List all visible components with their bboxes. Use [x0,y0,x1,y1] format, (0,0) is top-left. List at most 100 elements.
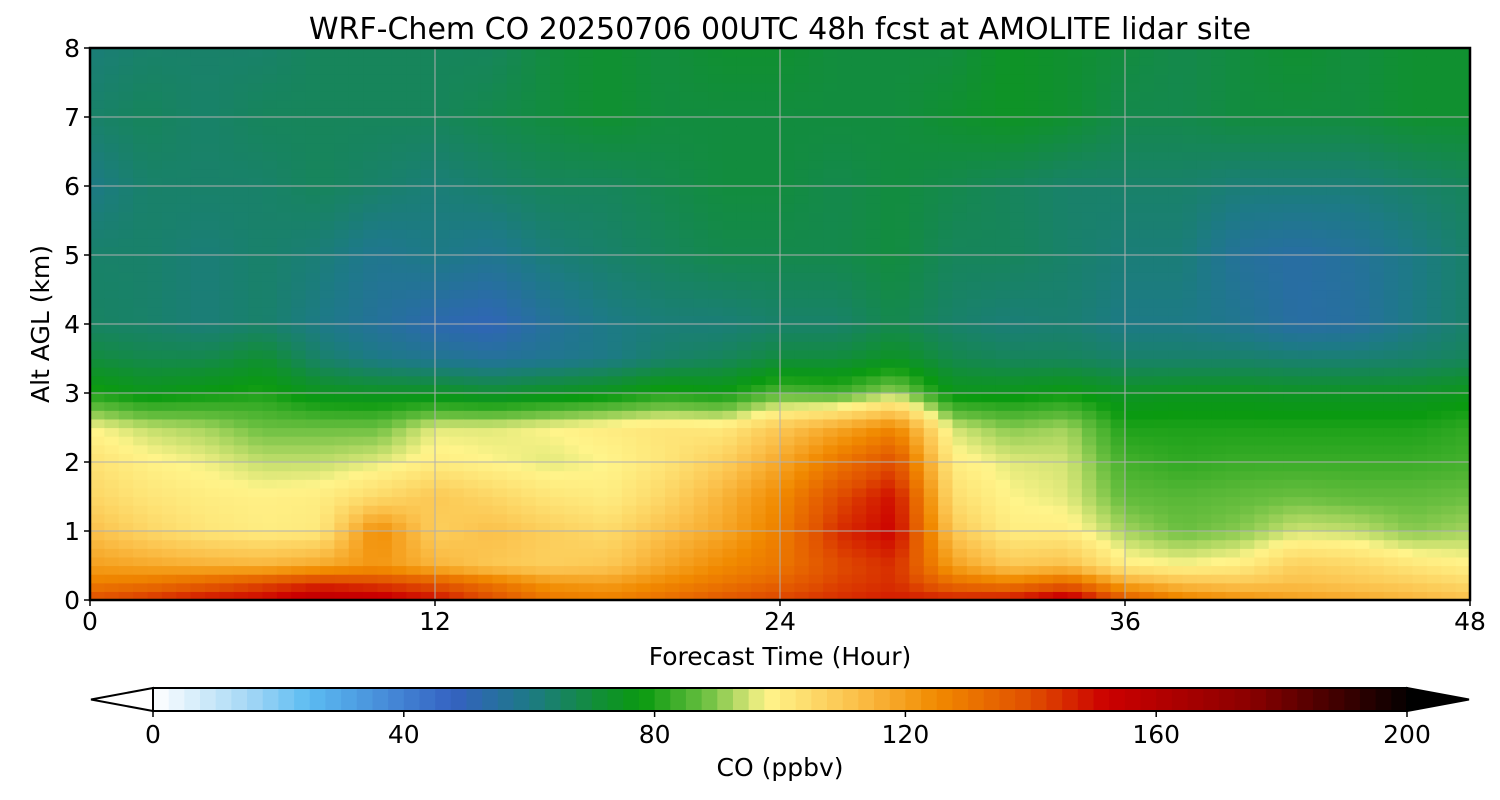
heatmap-cell [923,82,939,92]
heatmap-cell [463,289,479,299]
heatmap-cell [233,565,249,575]
heatmap-cell [794,324,810,334]
heatmap-cell [952,142,968,153]
heatmap-cell [693,539,709,549]
heatmap-cell [995,375,1011,385]
heatmap-cell [1067,496,1083,506]
heatmap-cell [478,73,494,84]
heatmap-cell [593,358,609,368]
heatmap-cell [981,505,997,515]
heatmap-cell [363,65,379,75]
heatmap-cell [1096,332,1112,342]
heatmap-cell [794,220,810,230]
heatmap-cell [1168,539,1184,549]
heatmap-cell [895,134,910,144]
heatmap-cell [550,367,565,377]
heatmap-cell [1038,367,1054,377]
heatmap-cell [808,591,824,601]
heatmap-cell [219,539,235,549]
heatmap-cell [118,393,134,403]
heatmap-cell [909,410,925,420]
heatmap-cell [262,462,278,472]
heatmap-cell [205,56,220,66]
heatmap-cell [708,160,724,170]
heatmap-cell [1024,168,1040,178]
heatmap-cell [679,134,695,144]
heatmap-cell [391,298,407,308]
heatmap-cell [1153,306,1169,316]
heatmap-cell [291,479,307,489]
heatmap-cell [578,73,594,84]
heatmap-cell [147,177,163,187]
heatmap-cell [650,436,666,446]
heatmap-cell [621,591,637,601]
heatmap-cell [938,453,954,463]
heatmap-cell [665,194,680,204]
heatmap-cell [1153,99,1169,109]
heatmap-cell [535,91,551,101]
heatmap-cell [248,470,264,480]
heatmap-cell [923,298,939,308]
heatmap-cell [463,418,479,429]
heatmap-cell [449,470,465,480]
heatmap-cell [578,444,594,454]
heatmap-cell [205,496,220,506]
heatmap-cell [334,117,350,127]
heatmap-cell [305,332,321,342]
heatmap-cell [161,565,177,575]
heatmap-cell [708,565,724,575]
heatmap-cell [866,194,882,204]
heatmap-cell [780,436,795,446]
heatmap-cell [391,108,407,118]
heatmap-cell [679,229,695,239]
heatmap-cell [765,91,781,101]
heatmap-cell [650,255,666,265]
heatmap-cell [1139,211,1155,222]
heatmap-cell [593,487,609,498]
heatmap-cell [1053,255,1069,265]
heatmap-cell [1110,82,1126,92]
heatmap-cell [808,531,824,541]
heatmap-cell [909,48,925,58]
heatmap-cell [550,453,565,463]
heatmap-cell [104,367,120,377]
heatmap-cell [621,151,637,161]
heatmap-cell [435,332,450,342]
heatmap-cell [722,556,738,567]
heatmap-cell [851,496,867,506]
heatmap-cell [348,427,364,437]
heatmap-cell [751,324,767,334]
heatmap-cell [1182,487,1198,498]
heatmap-cell [147,393,163,403]
heatmap-cell [578,349,594,360]
heatmap-cell [751,410,767,420]
heatmap-cell [1110,263,1126,273]
heatmap-cell [248,151,264,161]
heatmap-cell [305,462,321,472]
heatmap-cell [190,125,206,135]
heatmap-cell [147,298,163,308]
heatmap-cell [334,479,350,489]
heatmap-cell [176,324,192,334]
heatmap-cell [578,479,594,489]
heatmap-cell [679,479,695,489]
heatmap-cell [1038,168,1054,178]
heatmap-cell [363,263,379,273]
heatmap-cell [636,229,652,239]
heatmap-cell [190,444,206,454]
heatmap-cell [837,125,853,135]
heatmap-cell [334,56,350,66]
heatmap-cell [305,142,321,153]
heatmap-cell [147,306,163,316]
heatmap-cell [219,367,235,377]
heatmap-cell [205,341,220,351]
heatmap-cell [535,142,551,153]
heatmap-cell [995,487,1011,498]
heatmap-cell [463,444,479,454]
heatmap-cell [449,349,465,360]
heatmap-cell [348,496,364,506]
heatmap-cell [1182,427,1198,437]
heatmap-cell [435,531,450,541]
heatmap-cell [1038,341,1054,351]
heatmap-cell [478,134,494,144]
